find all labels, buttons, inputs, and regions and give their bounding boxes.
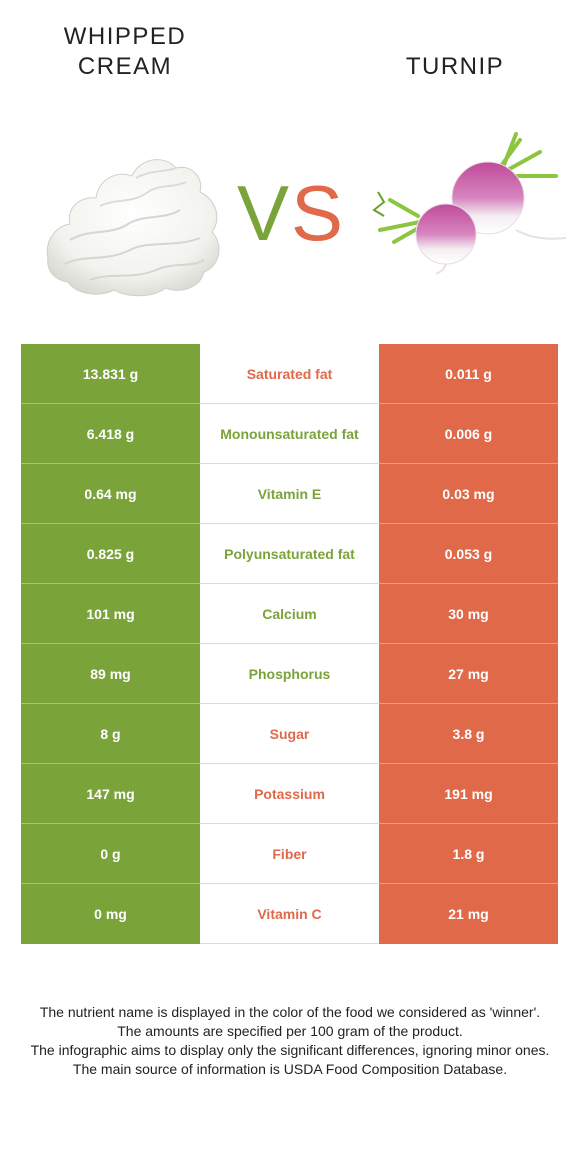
food-title-right: TURNIP — [405, 53, 505, 80]
table-row: 8 g Sugar 3.8 g — [21, 704, 558, 764]
right-value-cell: 0.03 mg — [379, 464, 558, 524]
nutrient-name-cell: Sugar — [200, 704, 379, 764]
nutrient-name-cell: Potassium — [200, 764, 379, 824]
table-row: 6.418 g Monounsaturated fat 0.006 g — [21, 404, 558, 464]
turnip-image — [372, 132, 567, 275]
left-value-cell: 0 g — [21, 824, 200, 884]
right-value-cell: 27 mg — [379, 644, 558, 704]
left-value-cell: 6.418 g — [21, 404, 200, 464]
nutrient-name-cell: Vitamin E — [200, 464, 379, 524]
nutrient-name-cell: Monounsaturated fat — [200, 404, 379, 464]
whipped-cream-image — [46, 159, 220, 297]
vs-s-letter: S — [291, 169, 346, 257]
vs-v-letter: V — [236, 169, 291, 257]
nutrient-name-cell: Fiber — [200, 824, 379, 884]
food-title-left: WHIPPED CREAM — [40, 22, 210, 82]
right-value-cell: 191 mg — [379, 764, 558, 824]
footnote-line: The infographic aims to display only the… — [30, 1042, 550, 1058]
right-value-cell: 1.8 g — [379, 824, 558, 884]
table-row: 89 mg Phosphorus 27 mg — [21, 644, 558, 704]
left-value-cell: 0.64 mg — [21, 464, 200, 524]
left-value-cell: 0 mg — [21, 884, 200, 944]
footnote-line: The nutrient name is displayed in the co… — [39, 1004, 541, 1020]
nutrient-name-cell: Calcium — [200, 584, 379, 644]
nutrient-name-cell: Phosphorus — [200, 644, 379, 704]
footnote-line: The amounts are specified per 100 gram o… — [117, 1023, 463, 1039]
vs-label: VS — [226, 168, 356, 258]
table-row: 0 g Fiber 1.8 g — [21, 824, 558, 884]
left-value-cell: 8 g — [21, 704, 200, 764]
table-row: 147 mg Potassium 191 mg — [21, 764, 558, 824]
right-value-cell: 21 mg — [379, 884, 558, 944]
right-value-cell: 0.011 g — [379, 344, 558, 404]
left-value-cell: 147 mg — [21, 764, 200, 824]
right-value-cell: 0.053 g — [379, 524, 558, 584]
left-value-cell: 101 mg — [21, 584, 200, 644]
right-value-cell: 0.006 g — [379, 404, 558, 464]
left-value-cell: 89 mg — [21, 644, 200, 704]
nutrient-name-cell: Vitamin C — [200, 884, 379, 944]
footnote: The nutrient name is displayed in the co… — [20, 1003, 560, 1079]
table-row: 0.64 mg Vitamin E 0.03 mg — [21, 464, 558, 524]
left-value-cell: 13.831 g — [21, 344, 200, 404]
table-row: 13.831 g Saturated fat 0.011 g — [21, 344, 558, 404]
footnote-line: The main source of information is USDA F… — [72, 1061, 508, 1077]
food-title-left-line1: WHIPPED — [63, 23, 187, 50]
right-value-cell: 30 mg — [379, 584, 558, 644]
nutrient-name-cell: Saturated fat — [200, 344, 379, 404]
nutrient-name-cell: Polyunsaturated fat — [200, 524, 379, 584]
table-row: 0 mg Vitamin C 21 mg — [21, 884, 558, 944]
right-value-cell: 3.8 g — [379, 704, 558, 764]
nutrient-comparison-table: 13.831 g Saturated fat 0.011 g 6.418 g Monou… — [21, 344, 558, 944]
left-value-cell: 0.825 g — [21, 524, 200, 584]
table-row: 101 mg Calcium 30 mg — [21, 584, 558, 644]
table-row: 0.825 g Polyunsaturated fat 0.053 g — [21, 524, 558, 584]
food-title-left-line2: CREAM — [77, 53, 173, 80]
